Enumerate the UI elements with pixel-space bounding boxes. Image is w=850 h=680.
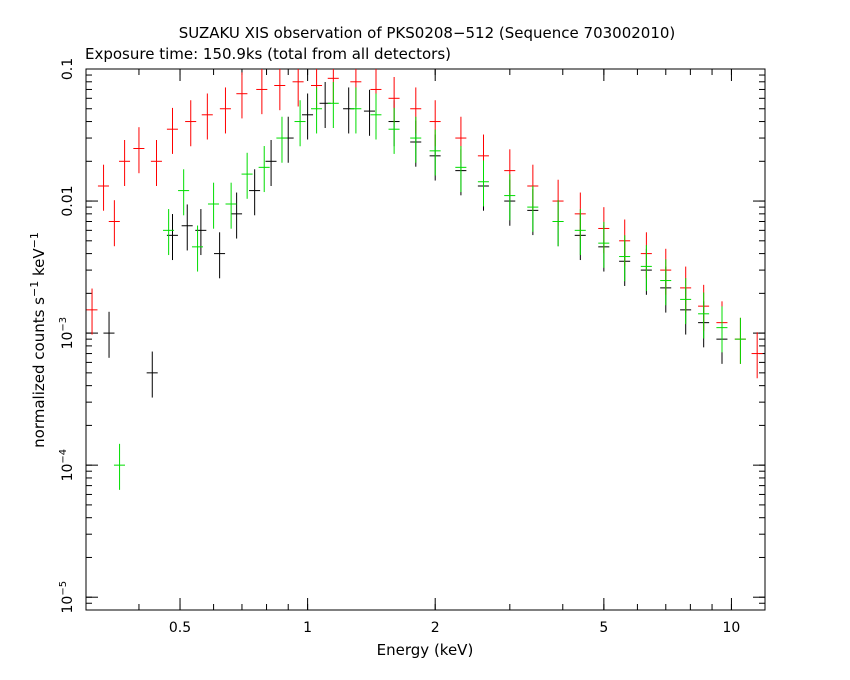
x-axis-label: Energy (keV) — [377, 641, 474, 659]
y-tick-label: 10−4 — [58, 449, 76, 482]
x-tick-label: 10 — [723, 620, 741, 636]
x-tick-label: 0.5 — [169, 620, 191, 636]
y-axis-label-unit: keV — [30, 248, 48, 281]
y-axis-label-exp2: −1 — [28, 232, 41, 248]
y-tick-label: 10−3 — [58, 317, 76, 350]
y-tick-label: 0.01 — [60, 185, 76, 216]
axis-ticks — [85, 68, 765, 611]
series-2 — [113, 81, 746, 490]
x-tick-label: 1 — [303, 620, 312, 636]
axis-tick-labels: 0.5 1 2 5 10 0.1 0.01 10−3 10−4 10−5 — [58, 58, 740, 636]
y-tick-label: 0.1 — [60, 58, 76, 80]
chart-subtitle: Exposure time: 150.9ks (total from all d… — [85, 45, 451, 63]
plot-frame — [85, 68, 766, 611]
x-tick-label: 2 — [431, 620, 440, 636]
y-tick-label: 10−5 — [58, 581, 76, 614]
chart-title: SUZAKU XIS observation of PKS0208−512 (S… — [179, 24, 676, 42]
x-tick-label: 5 — [599, 620, 608, 636]
y-axis-label-exp1: −1 — [28, 281, 41, 297]
y-axis-label-main: normalized counts s — [30, 297, 48, 448]
y-axis-label: normalized counts s−1 keV−1 — [28, 232, 48, 448]
series-layer — [86, 69, 763, 490]
series-1 — [86, 69, 763, 379]
